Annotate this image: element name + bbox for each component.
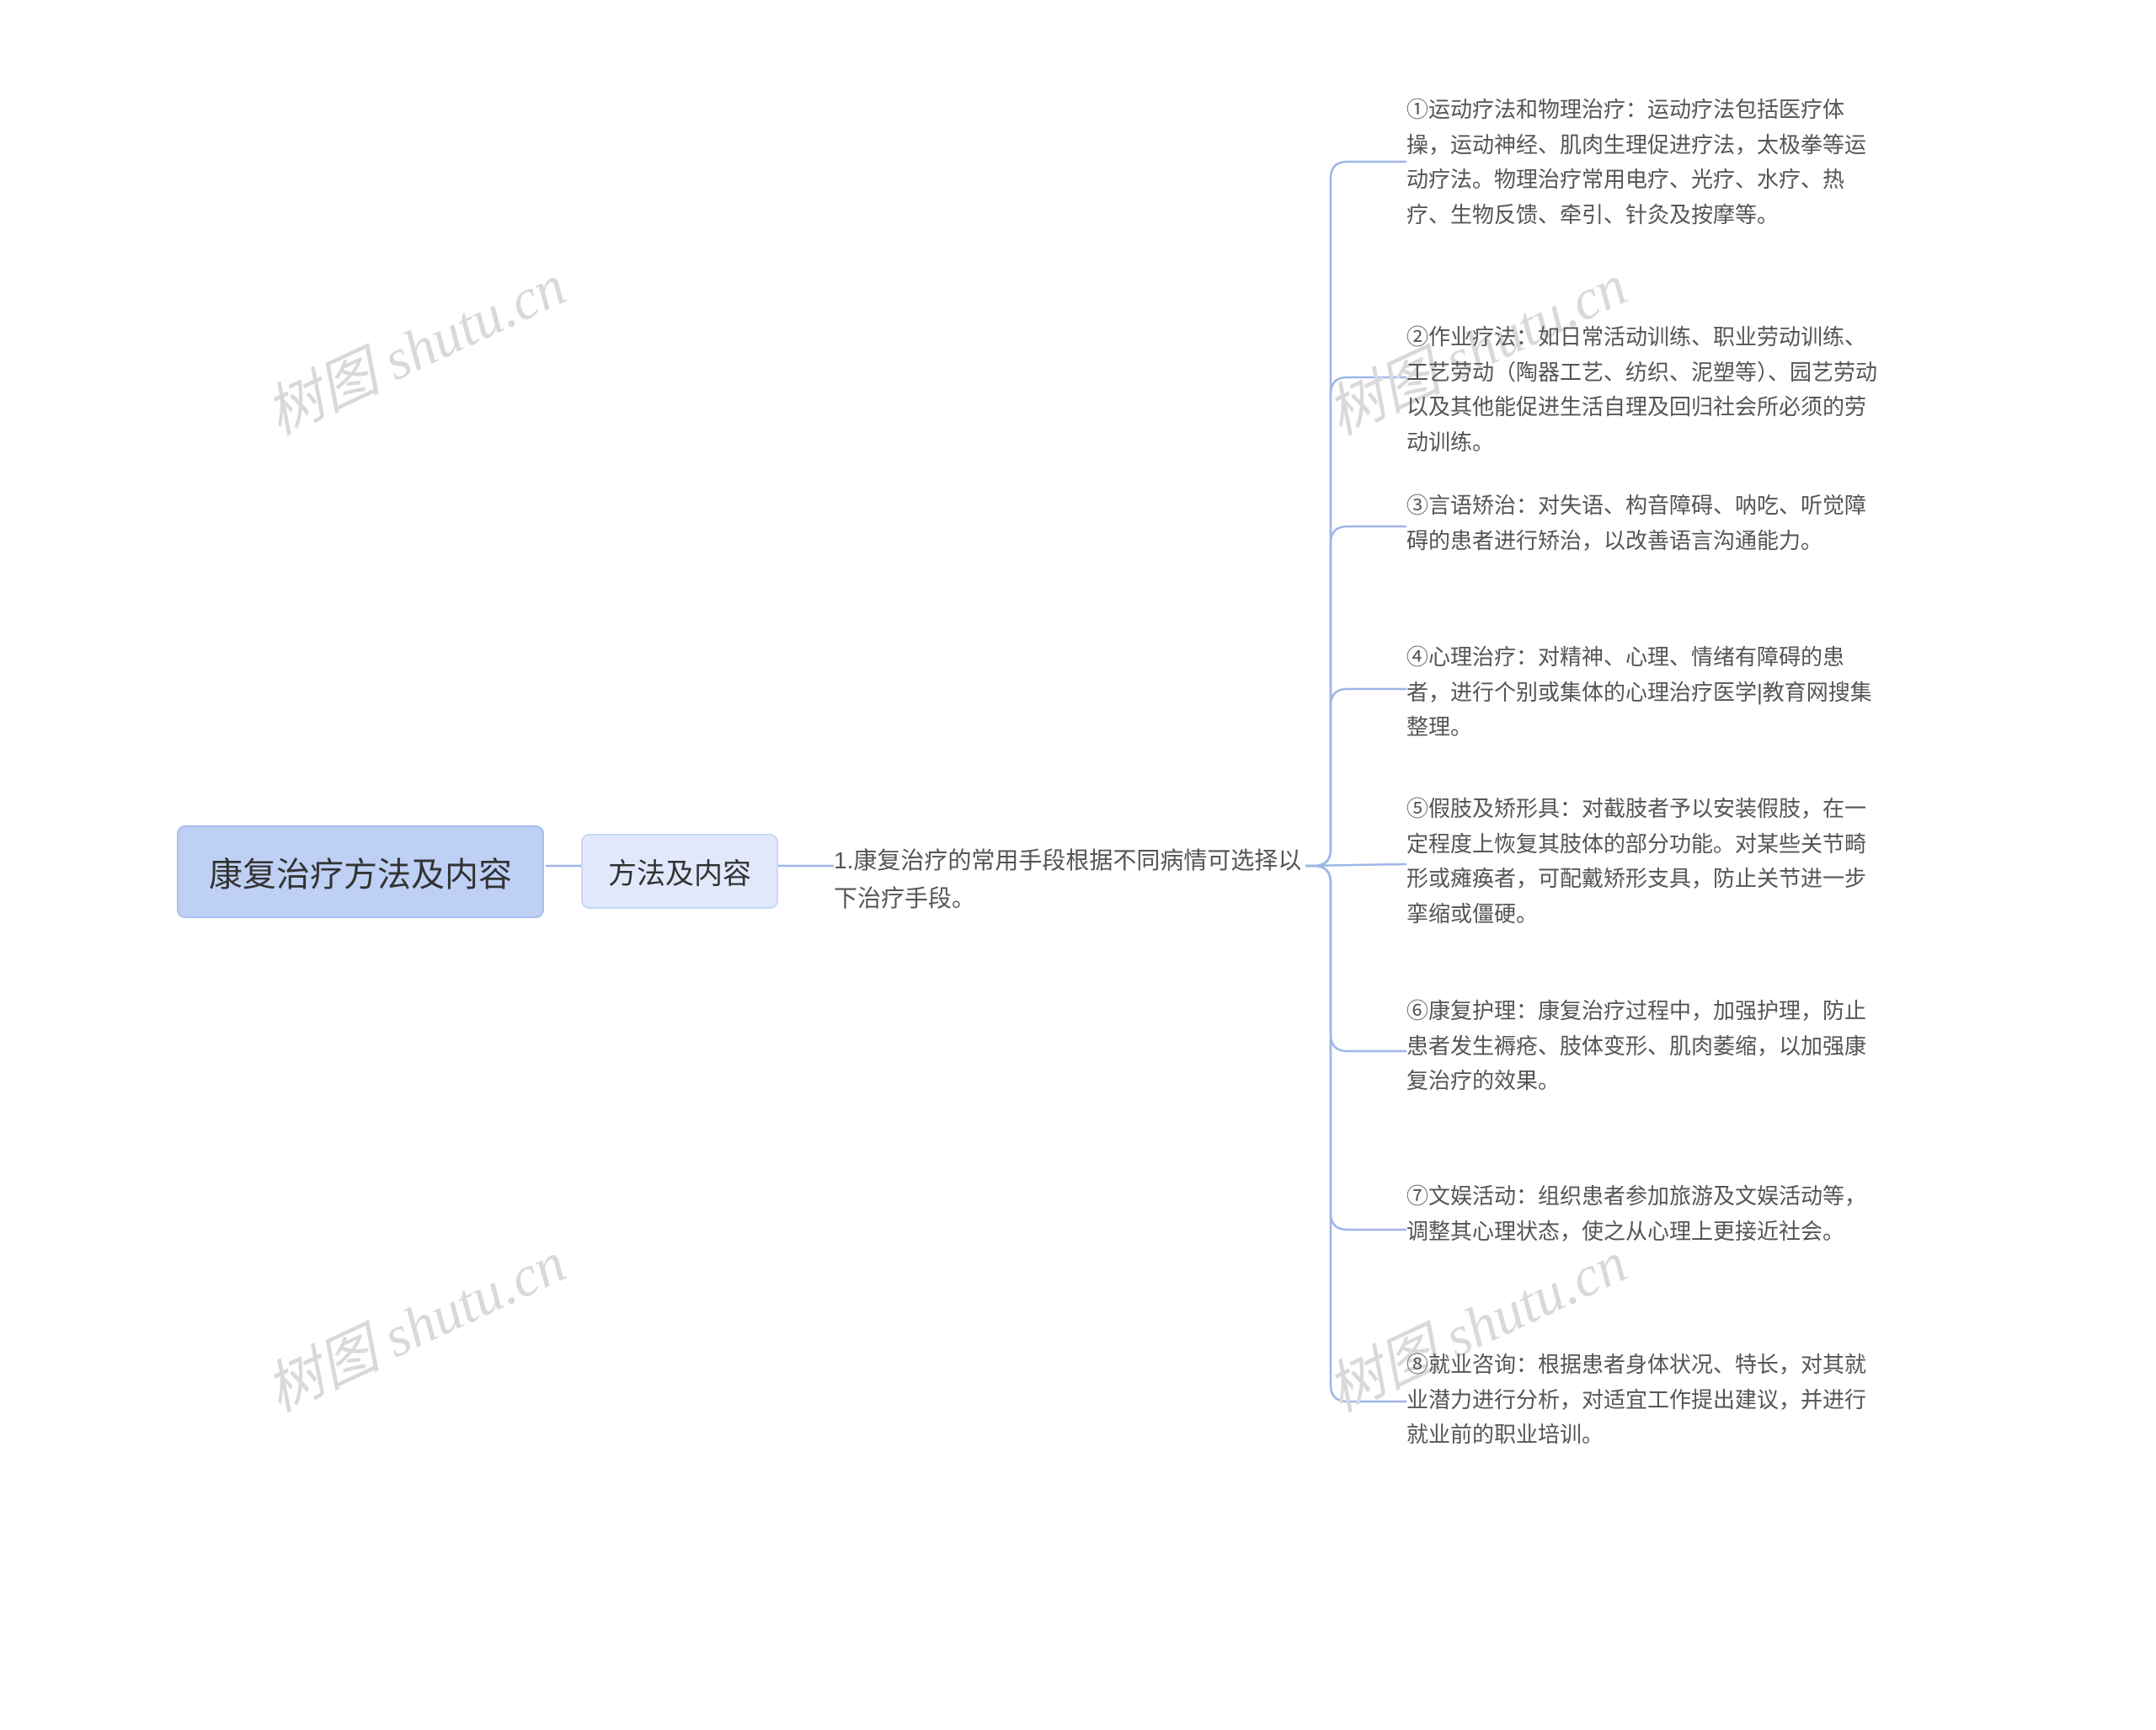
leaf-node-1: ①运动疗法和物理治疗：运动疗法包括医疗体操，运动神经、肌肉生理促进疗法，太极拳等… (1406, 93, 1878, 232)
watermark: 树图 shutu.cn (250, 239, 577, 451)
root-node: 康复治疗方法及内容 (177, 825, 544, 918)
leaf-node-3: ③言语矫治：对失语、构音障碍、呐吃、听觉障碍的患者进行矫治，以改善语言沟通能力。 (1406, 489, 1878, 558)
leaf-node-8: ⑧就业咨询：根据患者身体状况、特长，对其就业潜力进行分析，对适宜工作提出建议，并… (1406, 1348, 1878, 1453)
leaf-node-6: ⑥康复护理：康复治疗过程中，加强护理，防止患者发生褥疮、肢体变形、肌肉萎缩，以加… (1406, 994, 1878, 1099)
branch-node-methods: 方法及内容 (581, 834, 778, 909)
mindmap-canvas: 树图 shutu.cn树图 shutu.cn树图 shutu.cn树图 shut… (0, 0, 2156, 1730)
leaf-node-7: ⑦文娱活动：组织患者参加旅游及文娱活动等，调整其心理状态，使之从心理上更接近社会… (1406, 1179, 1878, 1249)
intro-text: 1.康复治疗的常用手段根据不同病情可选择以下治疗手段。 (834, 842, 1305, 918)
watermark: 树图 shutu.cn (250, 1216, 577, 1428)
leaf-node-2: ②作业疗法：如日常活动训练、职业劳动训练、工艺劳动（陶器工艺、纺织、泥塑等）、园… (1406, 320, 1878, 460)
leaf-node-4: ④心理治疗：对精神、心理、情绪有障碍的患者，进行个别或集体的心理治疗医学|教育网… (1406, 640, 1878, 745)
leaf-node-5: ⑤假肢及矫形具：对截肢者予以安装假肢，在一定程度上恢复其肢体的部分功能。对某些关… (1406, 792, 1878, 932)
